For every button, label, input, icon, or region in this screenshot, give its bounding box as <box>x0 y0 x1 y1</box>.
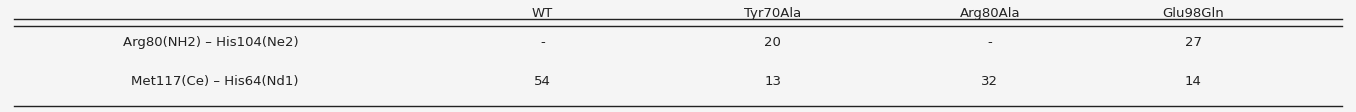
Text: Arg80(NH2) – His104(Ne2): Arg80(NH2) – His104(Ne2) <box>122 36 298 49</box>
Text: Glu98Gln: Glu98Gln <box>1162 7 1224 20</box>
Text: 13: 13 <box>765 74 781 87</box>
Text: 54: 54 <box>534 74 551 87</box>
Text: 20: 20 <box>765 36 781 49</box>
Text: -: - <box>987 36 993 49</box>
Text: WT: WT <box>532 7 553 20</box>
Text: 14: 14 <box>1185 74 1201 87</box>
Text: 27: 27 <box>1185 36 1201 49</box>
Text: 32: 32 <box>982 74 998 87</box>
Text: Tyr70Ala: Tyr70Ala <box>744 7 801 20</box>
Text: Arg80Ala: Arg80Ala <box>960 7 1020 20</box>
Text: Met117(Ce) – His64(Nd1): Met117(Ce) – His64(Nd1) <box>130 74 298 87</box>
Text: -: - <box>540 36 545 49</box>
